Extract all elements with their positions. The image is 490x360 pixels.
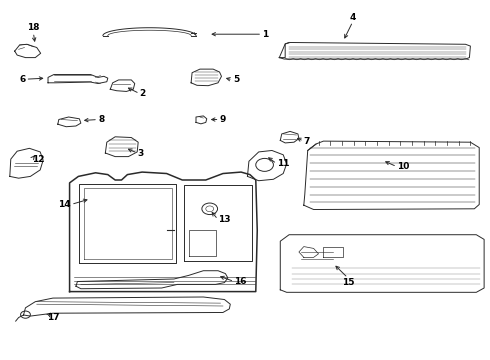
Text: 9: 9 [220, 115, 226, 124]
Text: 18: 18 [27, 23, 40, 32]
Text: 16: 16 [234, 277, 247, 286]
Text: 2: 2 [140, 89, 146, 98]
Text: 7: 7 [304, 136, 310, 145]
Text: 17: 17 [47, 313, 59, 322]
Text: 11: 11 [277, 159, 290, 168]
Text: 6: 6 [19, 75, 25, 84]
Text: 1: 1 [262, 30, 269, 39]
Text: 3: 3 [137, 149, 144, 158]
Text: 8: 8 [98, 115, 104, 124]
Text: 5: 5 [233, 76, 239, 85]
Text: 13: 13 [218, 215, 231, 224]
Text: 12: 12 [32, 154, 45, 163]
Text: 15: 15 [342, 278, 354, 287]
Text: 10: 10 [397, 162, 409, 171]
Text: 4: 4 [349, 13, 356, 22]
Text: 14: 14 [58, 200, 71, 209]
